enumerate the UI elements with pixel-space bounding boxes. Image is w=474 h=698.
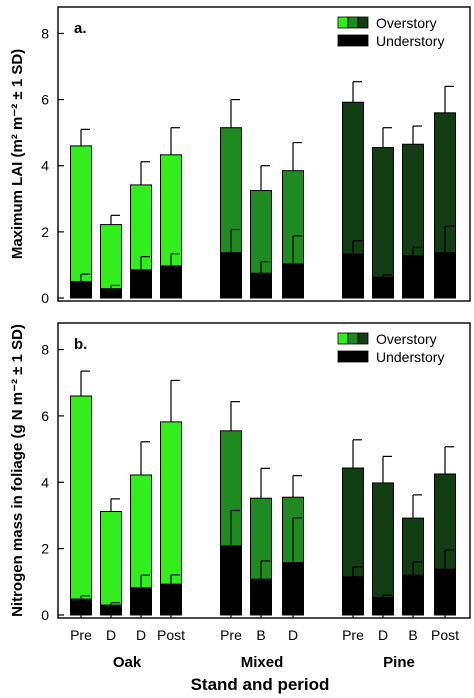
understory-bar bbox=[130, 269, 152, 299]
legend-swatch-overstory bbox=[337, 332, 349, 345]
legend-swatch-overstory bbox=[357, 16, 369, 29]
x-axis-title: Stand and period bbox=[191, 675, 330, 694]
understory-bar bbox=[160, 583, 182, 616]
understory-bar bbox=[70, 598, 92, 616]
y-tick-label: 8 bbox=[41, 25, 49, 41]
overstory-bar bbox=[70, 395, 92, 616]
understory-bar bbox=[434, 568, 456, 616]
understory-bar bbox=[250, 578, 272, 616]
y-tick-label: 2 bbox=[41, 541, 49, 557]
understory-bar bbox=[220, 545, 242, 616]
y-tick-label: 4 bbox=[41, 474, 49, 490]
y-axis-title: Nitrogen mass in foliage (g N m⁻² ± 1 SD… bbox=[9, 324, 26, 617]
understory-bar bbox=[402, 255, 424, 299]
legend-label-understory: Understory bbox=[376, 349, 444, 365]
x-tick-label: Post bbox=[157, 627, 185, 643]
legend-label-overstory: Overstory bbox=[376, 331, 437, 347]
plot-frame bbox=[57, 6, 471, 302]
understory-bar bbox=[342, 253, 364, 299]
x-tick-label: B bbox=[256, 627, 265, 643]
understory-bar bbox=[70, 280, 92, 299]
y-axis-title: Maximum LAI (m² m⁻² ± 1 SD) bbox=[9, 49, 26, 259]
understory-bar bbox=[402, 574, 424, 616]
x-tick-label: B bbox=[408, 627, 417, 643]
x-tick-label: D bbox=[106, 627, 116, 643]
plot-frame bbox=[57, 322, 471, 619]
legend-swatch-understory bbox=[337, 34, 369, 47]
panel-b: 0 2 4 6 8 Nitrogen mass in foliage (g N m⁻² ±… bbox=[9, 322, 471, 643]
understory-bar bbox=[372, 596, 394, 616]
understory-bar bbox=[130, 587, 152, 616]
legend-swatch-overstory bbox=[337, 16, 349, 29]
panel-label: b. bbox=[74, 336, 87, 353]
y-tick-label: 2 bbox=[41, 224, 49, 240]
x-tick-label: Pre bbox=[70, 627, 92, 643]
y-tick-label: 4 bbox=[41, 158, 49, 174]
group-label: Pine bbox=[383, 654, 415, 671]
legend-swatch-understory bbox=[337, 350, 369, 363]
understory-bar bbox=[100, 288, 122, 299]
y-tick-label: 6 bbox=[41, 408, 49, 424]
legend-swatch-overstory bbox=[347, 16, 359, 29]
understory-bar bbox=[282, 263, 304, 299]
understory-bar bbox=[372, 276, 394, 299]
x-tick-label: D bbox=[378, 627, 388, 643]
y-tick-label: 6 bbox=[41, 92, 49, 108]
group-label: Mixed bbox=[241, 654, 284, 671]
x-tick-label: Pre bbox=[342, 627, 364, 643]
y-tick-label: 0 bbox=[41, 290, 49, 306]
understory-bar bbox=[160, 265, 182, 299]
y-tick-label: 8 bbox=[41, 342, 49, 358]
overstory-bar bbox=[100, 510, 122, 616]
understory-bar bbox=[434, 252, 456, 299]
understory-bar bbox=[220, 252, 242, 299]
group-label: Oak bbox=[113, 654, 142, 671]
x-tick-label: Post bbox=[431, 627, 459, 643]
x-tick-label: Pre bbox=[220, 627, 242, 643]
x-tick-label: D bbox=[288, 627, 298, 643]
y-tick-label: 0 bbox=[41, 607, 49, 623]
x-tick-label: D bbox=[136, 627, 146, 643]
x-group-labels: Oak Mixed Pine bbox=[113, 654, 415, 671]
understory-bar bbox=[250, 272, 272, 299]
understory-bar bbox=[342, 576, 364, 616]
panel-label: a. bbox=[74, 20, 87, 37]
legend-swatch-overstory bbox=[357, 332, 369, 345]
legend-swatch-overstory bbox=[347, 332, 359, 345]
legend-label-overstory: Overstory bbox=[376, 15, 437, 31]
legend-label-understory: Understory bbox=[376, 33, 444, 49]
panel-a: 0 2 4 6 8 Maximum LAI (m² m⁻² ± 1 SD) a. Overst… bbox=[9, 6, 471, 306]
understory-bar bbox=[282, 562, 304, 616]
